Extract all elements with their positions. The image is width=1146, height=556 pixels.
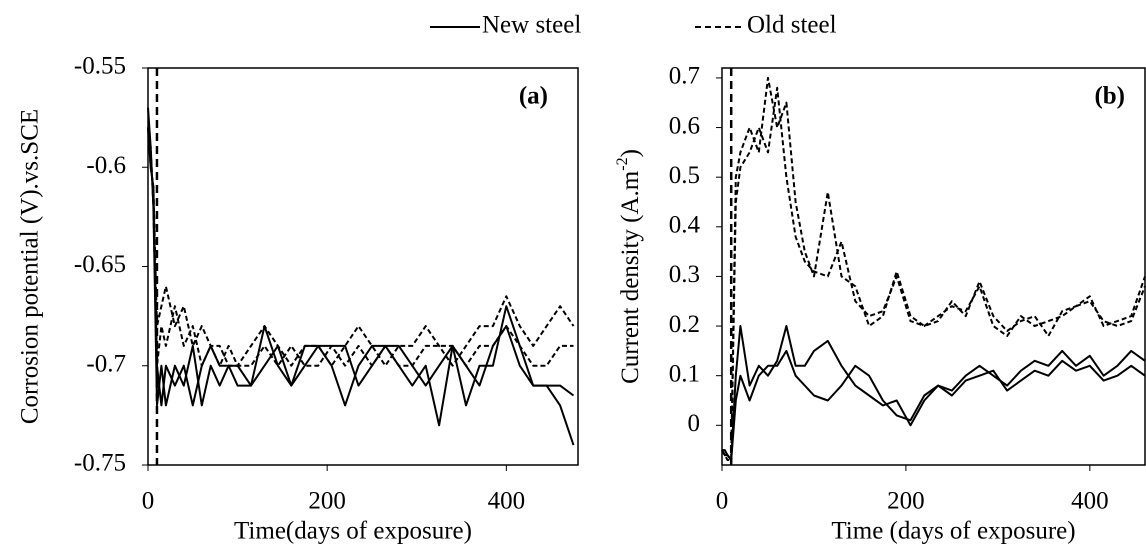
x-tick-label: 0 xyxy=(716,488,729,515)
y-tick-label: -0.6 xyxy=(86,152,126,179)
x-tick-label: 0 xyxy=(142,488,155,515)
y-axis-label: Current density (A.m-2) xyxy=(614,149,644,384)
y-tick-label: -0.7 xyxy=(86,350,126,377)
data-line xyxy=(722,325,1146,461)
x-axis-label: Time(days of exposure) xyxy=(234,518,472,545)
data-line xyxy=(721,349,1146,461)
data-line xyxy=(147,127,575,367)
x-tick-label: 400 xyxy=(1071,488,1109,515)
plot-frame xyxy=(147,67,579,466)
data-line xyxy=(721,76,1146,461)
y-axis-label-end: ) xyxy=(617,149,644,157)
y-tick-label: 0.6 xyxy=(669,112,700,139)
y-axis-label-text: Current density (A.m xyxy=(617,170,644,384)
y-tick-label: -0.75 xyxy=(74,450,126,477)
panel-label: (a) xyxy=(519,83,548,110)
x-tick-label: 400 xyxy=(488,488,526,515)
y-axis-label-sup: -2 xyxy=(614,157,631,170)
y-tick-label: 0.1 xyxy=(669,360,700,387)
y-tick-label: -0.55 xyxy=(74,53,126,80)
y-tick-label: -0.65 xyxy=(74,251,126,278)
legend-label: Old steel xyxy=(747,12,837,39)
y-tick-label: 0.7 xyxy=(669,63,700,90)
panel-label: (b) xyxy=(1094,83,1125,110)
y-tick-label: 0.3 xyxy=(669,261,700,288)
data-line xyxy=(721,86,1146,461)
y-tick-label: 0.5 xyxy=(669,162,700,189)
data-line xyxy=(147,127,574,367)
x-tick-label: 200 xyxy=(308,488,346,515)
y-tick-label: 0.2 xyxy=(669,311,700,338)
x-axis-label: Time (days of exposure) xyxy=(831,518,1075,545)
legend-label: New steel xyxy=(482,12,581,39)
y-axis-label: Corrosion potential (V).vs.SCE xyxy=(17,109,44,424)
y-tick-label: 0 xyxy=(688,410,701,437)
plot-frame xyxy=(721,67,1146,466)
y-tick-label: 0.4 xyxy=(669,212,701,239)
x-tick-label: 200 xyxy=(887,488,925,515)
data-line xyxy=(147,127,575,407)
data-line xyxy=(147,107,575,446)
